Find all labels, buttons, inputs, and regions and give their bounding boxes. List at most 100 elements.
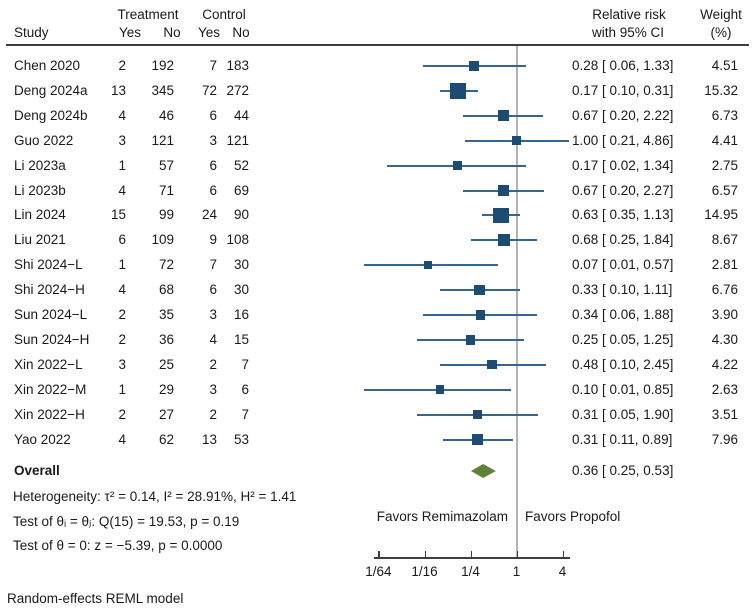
study-label: Li 2023a: [14, 157, 66, 173]
rr-ci-value: 0.10 [ 0.01, 0.85]: [572, 381, 674, 397]
effect-marker: [435, 385, 445, 394]
effect-marker: [473, 410, 483, 420]
treatment-no-count: 345: [151, 82, 174, 98]
weight-value: 14.95: [704, 207, 738, 223]
control-no-count: 69: [233, 182, 249, 198]
axis-tick-label: 1/16: [411, 564, 438, 579]
effect-marker: [474, 284, 486, 296]
model-footnote: Random-effects REML model: [7, 591, 184, 606]
treatment-yes-count: 3: [118, 132, 126, 148]
rr-ci-value: 0.68 [ 0.25, 1.84]: [572, 232, 674, 248]
study-label: Sun 2024−H: [14, 331, 90, 347]
treatment-no-count: 99: [158, 207, 174, 223]
effect-marker: [469, 61, 479, 71]
reference-line: [516, 46, 518, 558]
col-header-c-yes: Yes: [197, 25, 221, 40]
control-yes-count: 3: [209, 381, 217, 397]
treatment-yes-count: 1: [118, 257, 126, 273]
weight-value: 2.81: [711, 257, 738, 273]
study-row: Sun 2024−L 2 35 3 16 0.34 [ 0.06, 1.88] 3.90: [0, 303, 755, 327]
control-yes-count: 13: [201, 431, 217, 447]
treatment-yes-count: 2: [118, 58, 126, 73]
rr-ci-value: 0.67 [ 0.20, 2.27]: [572, 182, 674, 198]
effect-marker: [465, 335, 476, 345]
study-label: Chen 2020: [14, 58, 81, 73]
study-label: Yao 2022: [14, 431, 71, 447]
treatment-no-count: 36: [158, 331, 174, 347]
control-yes-count: 6: [209, 157, 217, 173]
rr-ci-value: 0.25 [ 0.05, 1.25]: [572, 331, 674, 347]
treatment-yes-count: 4: [118, 107, 126, 123]
treatment-no-count: 25: [158, 356, 174, 372]
control-yes-count: 6: [209, 182, 217, 198]
treatment-yes-count: 2: [118, 331, 126, 347]
weight-value: 2.63: [711, 381, 738, 397]
x-axis-line: [374, 557, 570, 559]
study-row: Guo 2022 3 121 3 121 1.00 [ 0.21, 4.86] 4.41: [0, 129, 755, 153]
study-label: Deng 2024a: [14, 82, 88, 98]
control-no-count: 7: [241, 356, 249, 372]
weight-value: 4.51: [711, 58, 738, 73]
test-z-text: Test of θ = 0: z = −5.39, p = 0.0000: [13, 538, 223, 553]
study-row: Deng 2024a 13 345 72 272 0.17 [ 0.10, 0.31] 15…: [0, 79, 755, 103]
weight-value: 7.96: [711, 431, 738, 447]
treatment-yes-count: 2: [118, 406, 126, 422]
rr-ci-value: 0.07 [ 0.01, 0.57]: [572, 257, 674, 273]
control-no-count: 30: [233, 282, 249, 298]
weight-value: 4.41: [711, 132, 738, 148]
control-yes-count: 3: [209, 307, 217, 322]
treatment-yes-count: 6: [118, 232, 126, 248]
control-yes-count: 6: [209, 282, 217, 298]
control-no-count: 272: [226, 82, 249, 98]
study-row: Yao 2022 4 62 13 53 0.31 [ 0.11, 0.89] 7.96: [0, 428, 755, 452]
study-label: Guo 2022: [14, 132, 74, 148]
study-row: Sun 2024−H 2 36 4 15 0.25 [ 0.05, 1.25] 4.30: [0, 328, 755, 352]
treatment-no-count: 109: [151, 232, 174, 248]
control-yes-count: 2: [209, 356, 217, 372]
axis-tick: [516, 551, 518, 557]
treatment-yes-count: 1: [118, 157, 126, 173]
axis-tick: [470, 551, 472, 557]
control-no-count: 183: [226, 58, 249, 73]
treatment-no-count: 27: [158, 406, 174, 422]
effect-marker: [453, 161, 462, 170]
effect-marker: [511, 135, 522, 146]
rr-ci-value: 0.31 [ 0.11, 0.89]: [572, 431, 673, 447]
control-yes-count: 72: [201, 82, 217, 98]
control-yes-count: 7: [209, 58, 217, 73]
control-yes-count: 2: [209, 406, 217, 422]
control-yes-count: 7: [209, 257, 217, 273]
study-label: Shi 2024−L: [14, 257, 83, 273]
overall-row: Overall 0.36 [ 0.25, 0.53]: [0, 459, 755, 483]
study-row: Lin 2024 15 99 24 90 0.63 [ 0.35, 1.13] 14.95: [0, 203, 755, 227]
favors-right-label: Favors Propofol: [525, 509, 621, 524]
weight-value: 8.67: [711, 232, 738, 248]
effect-marker: [423, 260, 433, 270]
control-no-count: 90: [233, 207, 249, 223]
study-row: Chen 2020 2 192 7 183 0.28 [ 0.06, 1.33] 4.51: [0, 54, 755, 78]
weight-value: 6.76: [711, 282, 738, 298]
treatment-no-count: 71: [158, 182, 174, 198]
study-label: Xin 2022−M: [14, 381, 87, 397]
control-yes-count: 3: [209, 132, 217, 148]
control-no-count: 108: [226, 232, 249, 248]
effect-marker: [487, 360, 497, 370]
col-header-rr-line1: Relative risk: [592, 7, 666, 22]
axis-tick-label: 1/64: [365, 564, 392, 579]
axis-tick-label: 1: [512, 564, 521, 579]
effect-marker: [497, 110, 509, 122]
rr-ci-value: 0.33 [ 0.10, 1.11]: [572, 282, 673, 298]
study-row: Shi 2024−L 1 72 7 30 0.07 [ 0.01, 0.57] 2.81: [0, 253, 755, 277]
study-row: Liu 2021 6 109 9 108 0.68 [ 0.25, 1.84] 8.67: [0, 228, 755, 252]
study-row: Shi 2024−H 4 68 6 30 0.33 [ 0.10, 1.11] 6.76: [0, 278, 755, 302]
treatment-no-count: 35: [158, 307, 174, 322]
axis-tick-label: 1/4: [461, 564, 480, 579]
rr-ci-value: 0.17 [ 0.10, 0.31]: [572, 82, 674, 98]
effect-marker: [449, 82, 466, 99]
effect-marker: [476, 310, 486, 320]
treatment-no-count: 29: [158, 381, 174, 397]
header-rule: [6, 44, 749, 46]
weight-value: 2.75: [711, 157, 738, 173]
treatment-yes-count: 4: [118, 182, 126, 198]
study-label: Li 2023b: [14, 182, 66, 198]
